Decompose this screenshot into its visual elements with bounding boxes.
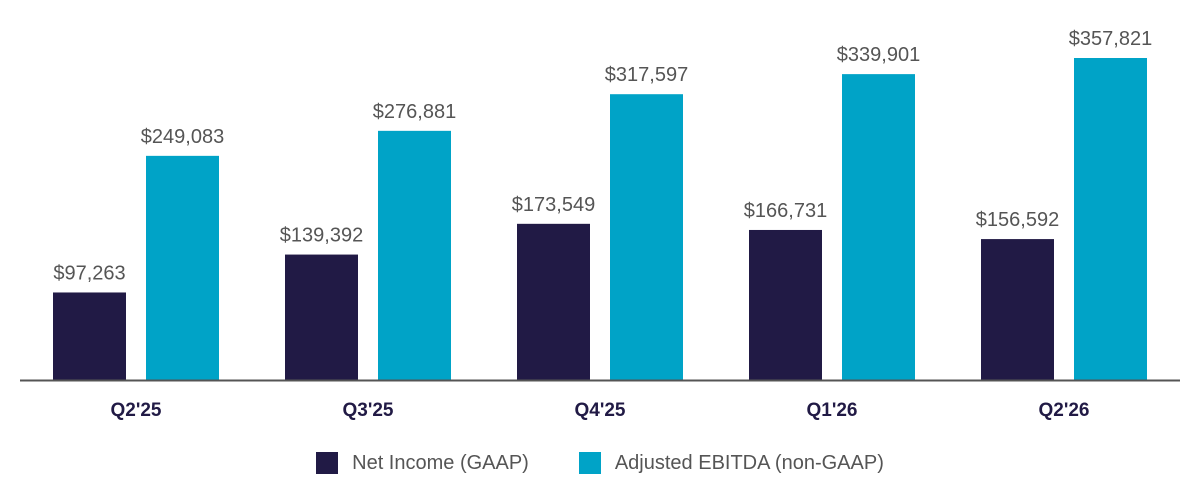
legend-swatch-adjusted-ebitda [578,452,601,474]
x-tick-label-q1-26: Q1'26 [807,400,858,421]
bar-adjusted-ebitda-non-gaap-q3-25 [378,130,451,380]
legend-item-net-income: Net Income (GAAP) [316,452,529,475]
value-label-net-income-gaap-q1-26: $166,731 [744,200,827,222]
bar-chart-svg: $97,263 $249,083 $139,392 $276,881 $173,549 $… [20,28,1180,421]
x-tick-labels-layer: Q2'25 Q3'25 Q4'25 Q1'26 Q2'26 [111,400,1090,421]
bar-adjusted-ebitda-non-gaap-q4-25 [610,94,683,380]
value-label-adjusted-ebitda-non-gaap-q3-25: $276,881 [373,101,456,123]
bar-adjusted-ebitda-non-gaap-q2-26 [1074,58,1147,380]
value-label-adjusted-ebitda-non-gaap-q1-26: $339,901 [837,44,920,66]
bar-net-income-gaap-q2-26 [981,239,1054,380]
bar-adjusted-ebitda-non-gaap-q2-25 [146,155,219,380]
bar-net-income-gaap-q3-25 [285,254,358,380]
legend-swatch-net-income [316,452,339,474]
value-label-net-income-gaap-q3-25: $139,392 [280,225,363,247]
value-label-net-income-gaap-q2-26: $156,592 [976,209,1059,231]
bar-net-income-gaap-q4-25 [517,223,590,380]
value-label-adjusted-ebitda-non-gaap-q4-25: $317,597 [605,64,688,86]
value-label-net-income-gaap-q2-25: $97,263 [53,262,125,284]
x-tick-label-q2-25: Q2'25 [111,400,162,421]
x-tick-label-q2-26: Q2'26 [1039,400,1090,421]
value-label-net-income-gaap-q4-25: $173,549 [512,194,595,216]
legend: Net Income (GAAP) Adjusted EBITDA (non-G… [0,448,1200,478]
legend-label-net-income: Net Income (GAAP) [352,451,529,474]
bars-layer [53,58,1147,381]
value-label-adjusted-ebitda-non-gaap-q2-26: $357,821 [1069,28,1152,50]
bar-adjusted-ebitda-non-gaap-q1-26 [842,74,915,381]
value-label-adjusted-ebitda-non-gaap-q2-25: $249,083 [141,126,224,148]
legend-item-adjusted-ebitda: Adjusted EBITDA (non-GAAP) [578,451,884,475]
x-tick-label-q3-25: Q3'25 [343,400,394,421]
bar-net-income-gaap-q1-26 [749,229,822,380]
value-labels-layer: $97,263 $249,083 $139,392 $276,881 $173,549 $… [53,28,1152,284]
legend-label-adjusted-ebitda: Adjusted EBITDA (non-GAAP) [614,451,884,474]
bar-net-income-gaap-q2-25 [53,292,126,380]
x-tick-label-q4-25: Q4'25 [575,400,626,421]
